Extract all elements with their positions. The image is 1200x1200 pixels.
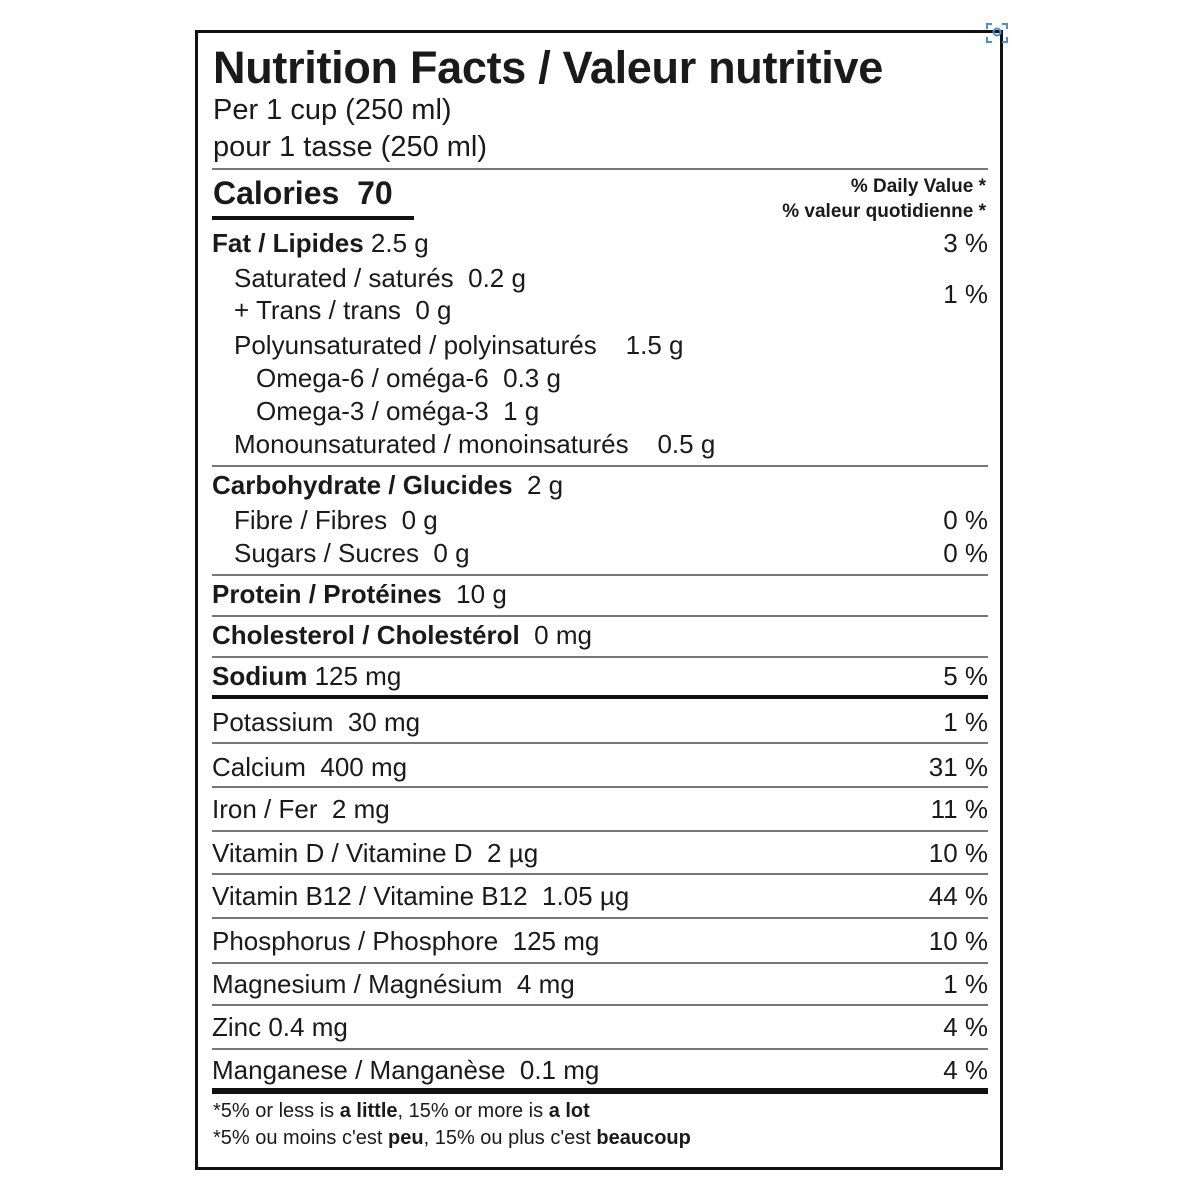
divider: [212, 786, 988, 788]
nutrient-row: Vitamin D / Vitamine D 2 µg 10 %: [212, 840, 988, 866]
daily-value-percent: 11 %: [930, 794, 988, 824]
daily-value-percent: 3 %: [943, 228, 988, 258]
daily-value-percent: 10 %: [928, 838, 988, 868]
nutrient-amount: 10 g: [441, 579, 507, 609]
calories: Calories 70: [213, 177, 393, 209]
daily-value-percent: 0 %: [943, 505, 988, 535]
nutrient-amount: Phosphorus / Phosphore 125 mg: [212, 926, 600, 956]
nutrient-amount: 2 g: [512, 470, 564, 500]
daily-value-percent: 4 %: [943, 1055, 988, 1085]
divider: [212, 742, 988, 744]
divider: [212, 695, 988, 699]
daily-value-header-en: % Daily Value *: [850, 176, 986, 197]
nutrient-row: Phosphorus / Phosphore 125 mg 10 %: [212, 928, 988, 954]
nutrient-amount: Iron / Fer 2 mg: [212, 794, 390, 824]
divider: [212, 830, 988, 832]
footnote-part: , 15% ou plus c'est: [423, 1127, 597, 1149]
footnote-part: beaucoup: [596, 1127, 691, 1149]
nutrient-row: Monounsaturated / monoinsaturés 0.5 g: [212, 431, 988, 457]
footnote-part: , 15% or more is: [397, 1100, 549, 1122]
nutrient-amount: Calcium 400 mg: [212, 752, 408, 782]
nutrient-amount: 0 mg: [519, 620, 592, 650]
nutrient-row: Saturated / saturés 0.2 g: [212, 265, 988, 291]
label-title: Nutrition Facts / Valeur nutritive: [213, 42, 883, 93]
nutrient-row: Potassium 30 mg 1 %: [212, 709, 988, 735]
calories-label: Calories: [213, 175, 340, 211]
nutrient-row: Fat / Lipides 2.5 g 3 %: [212, 230, 988, 256]
serving-size-en: Per 1 cup (250 ml): [213, 94, 452, 126]
serving-size-fr: pour 1 tasse (250 ml): [213, 131, 488, 163]
nutrient-amount: Magnesium / Magnésium 4 mg: [212, 969, 575, 999]
nutrient-name: Protein / Protéines: [212, 579, 442, 609]
divider: [212, 656, 988, 658]
nutrient-row: Magnesium / Magnésium 4 mg 1 %: [212, 971, 988, 997]
nutrient-row: Omega-6 / oméga-6 0.3 g: [212, 365, 988, 391]
nutrient-amount: Saturated / saturés 0.2 g: [234, 263, 526, 293]
thick-divider: [212, 1088, 988, 1094]
nutrient-row: Zinc 0.4 mg 4 %: [212, 1014, 988, 1040]
divider: [212, 465, 988, 467]
nutrient-amount: 125 mg: [307, 661, 402, 691]
divider: [212, 574, 988, 576]
nutrient-amount: Potassium 30 mg: [212, 707, 421, 737]
daily-value-percent: 4 %: [943, 1012, 988, 1042]
divider: [212, 962, 988, 964]
nutrient-row: Fibre / Fibres 0 g 0 %: [212, 507, 988, 533]
nutrient-row: Protein / Protéines 10 g: [212, 581, 988, 607]
nutrient-amount: Fibre / Fibres 0 g: [234, 505, 438, 535]
nutrient-amount: Vitamin D / Vitamine D 2 µg: [212, 838, 539, 868]
nutrient-row: Sugars / Sucres 0 g 0 %: [212, 540, 988, 566]
nutrient-amount: Manganese / Manganèse 0.1 mg: [212, 1055, 600, 1085]
daily-value-percent: 1 %: [943, 279, 988, 309]
daily-value-percent: 44 %: [928, 881, 988, 911]
nutrient-row: Omega-3 / oméga-3 1 g: [212, 398, 988, 424]
nutrient-row: Cholesterol / Cholestérol 0 mg: [212, 622, 988, 648]
footnote-part: a little: [339, 1100, 398, 1122]
daily-value-percent: 1 %: [943, 707, 988, 737]
divider: [212, 917, 988, 919]
footnote-part: *5% ou moins c'est: [213, 1127, 389, 1149]
nutrient-amount: 2.5 g: [363, 228, 429, 258]
divider: [212, 1004, 988, 1006]
nutrient-row: Carbohydrate / Glucides 2 g: [212, 472, 988, 498]
nutrient-amount: Zinc 0.4 mg: [212, 1012, 348, 1042]
nutrient-row: Manganese / Manganèse 0.1 mg 4 %: [212, 1057, 988, 1083]
nutrition-label-border: [195, 30, 1003, 1170]
daily-value-percent: 1 %: [943, 969, 988, 999]
scan-icon[interactable]: [984, 20, 1010, 46]
nutrient-row: Polyunsaturated / polyinsaturés 1.5 g: [212, 332, 988, 358]
daily-value-percent: 5 %: [943, 661, 988, 691]
nutrient-name: Cholesterol / Cholestérol: [212, 620, 520, 650]
daily-value-percent: 10 %: [928, 926, 988, 956]
nutrient-amount: Omega-6 / oméga-6 0.3 g: [256, 363, 561, 393]
daily-value-percent: 31 %: [928, 752, 988, 782]
daily-value-header-fr: % valeur quotidienne *: [782, 201, 986, 222]
footnote-part: a lot: [548, 1100, 590, 1122]
nutrient-row: Calcium 400 mg 31 %: [212, 754, 988, 780]
nutrient-name: Sodium: [212, 661, 308, 691]
divider: [212, 1048, 988, 1050]
nutrient-row: + Trans / trans 0 g: [212, 297, 988, 323]
nutrient-amount: Sugars / Sucres 0 g: [234, 538, 470, 568]
footnote-fr: *5% ou moins c'est peu, 15% ou plus c'es…: [213, 1128, 691, 1148]
calories-value: 70: [357, 175, 393, 211]
nutrient-amount: + Trans / trans 0 g: [234, 295, 452, 325]
nutrient-name: Carbohydrate / Glucides: [212, 470, 513, 500]
nutrient-row: Sodium 125 mg 5 %: [212, 663, 988, 689]
divider: [212, 168, 988, 170]
nutrient-row: Vitamin B12 / Vitamine B12 1.05 µg 44 %: [212, 883, 988, 909]
daily-value-percent: 0 %: [943, 538, 988, 568]
nutrient-amount: Monounsaturated / monoinsaturés 0.5 g: [234, 429, 716, 459]
nutrient-name: Fat / Lipides: [212, 228, 364, 258]
footnote-part: *5% or less is: [213, 1100, 340, 1122]
divider: [212, 615, 988, 617]
nutrient-amount: Vitamin B12 / Vitamine B12 1.05 µg: [212, 881, 630, 911]
footnote-part: peu: [388, 1127, 424, 1149]
calories-underline: [212, 216, 414, 220]
footnote-en: *5% or less is a little, 15% or more is …: [213, 1101, 590, 1121]
nutrient-row: Iron / Fer 2 mg 11 %: [212, 796, 988, 822]
divider: [212, 873, 988, 875]
nutrient-amount: Polyunsaturated / polyinsaturés 1.5 g: [234, 330, 684, 360]
nutrient-amount: Omega-3 / oméga-3 1 g: [256, 396, 540, 426]
